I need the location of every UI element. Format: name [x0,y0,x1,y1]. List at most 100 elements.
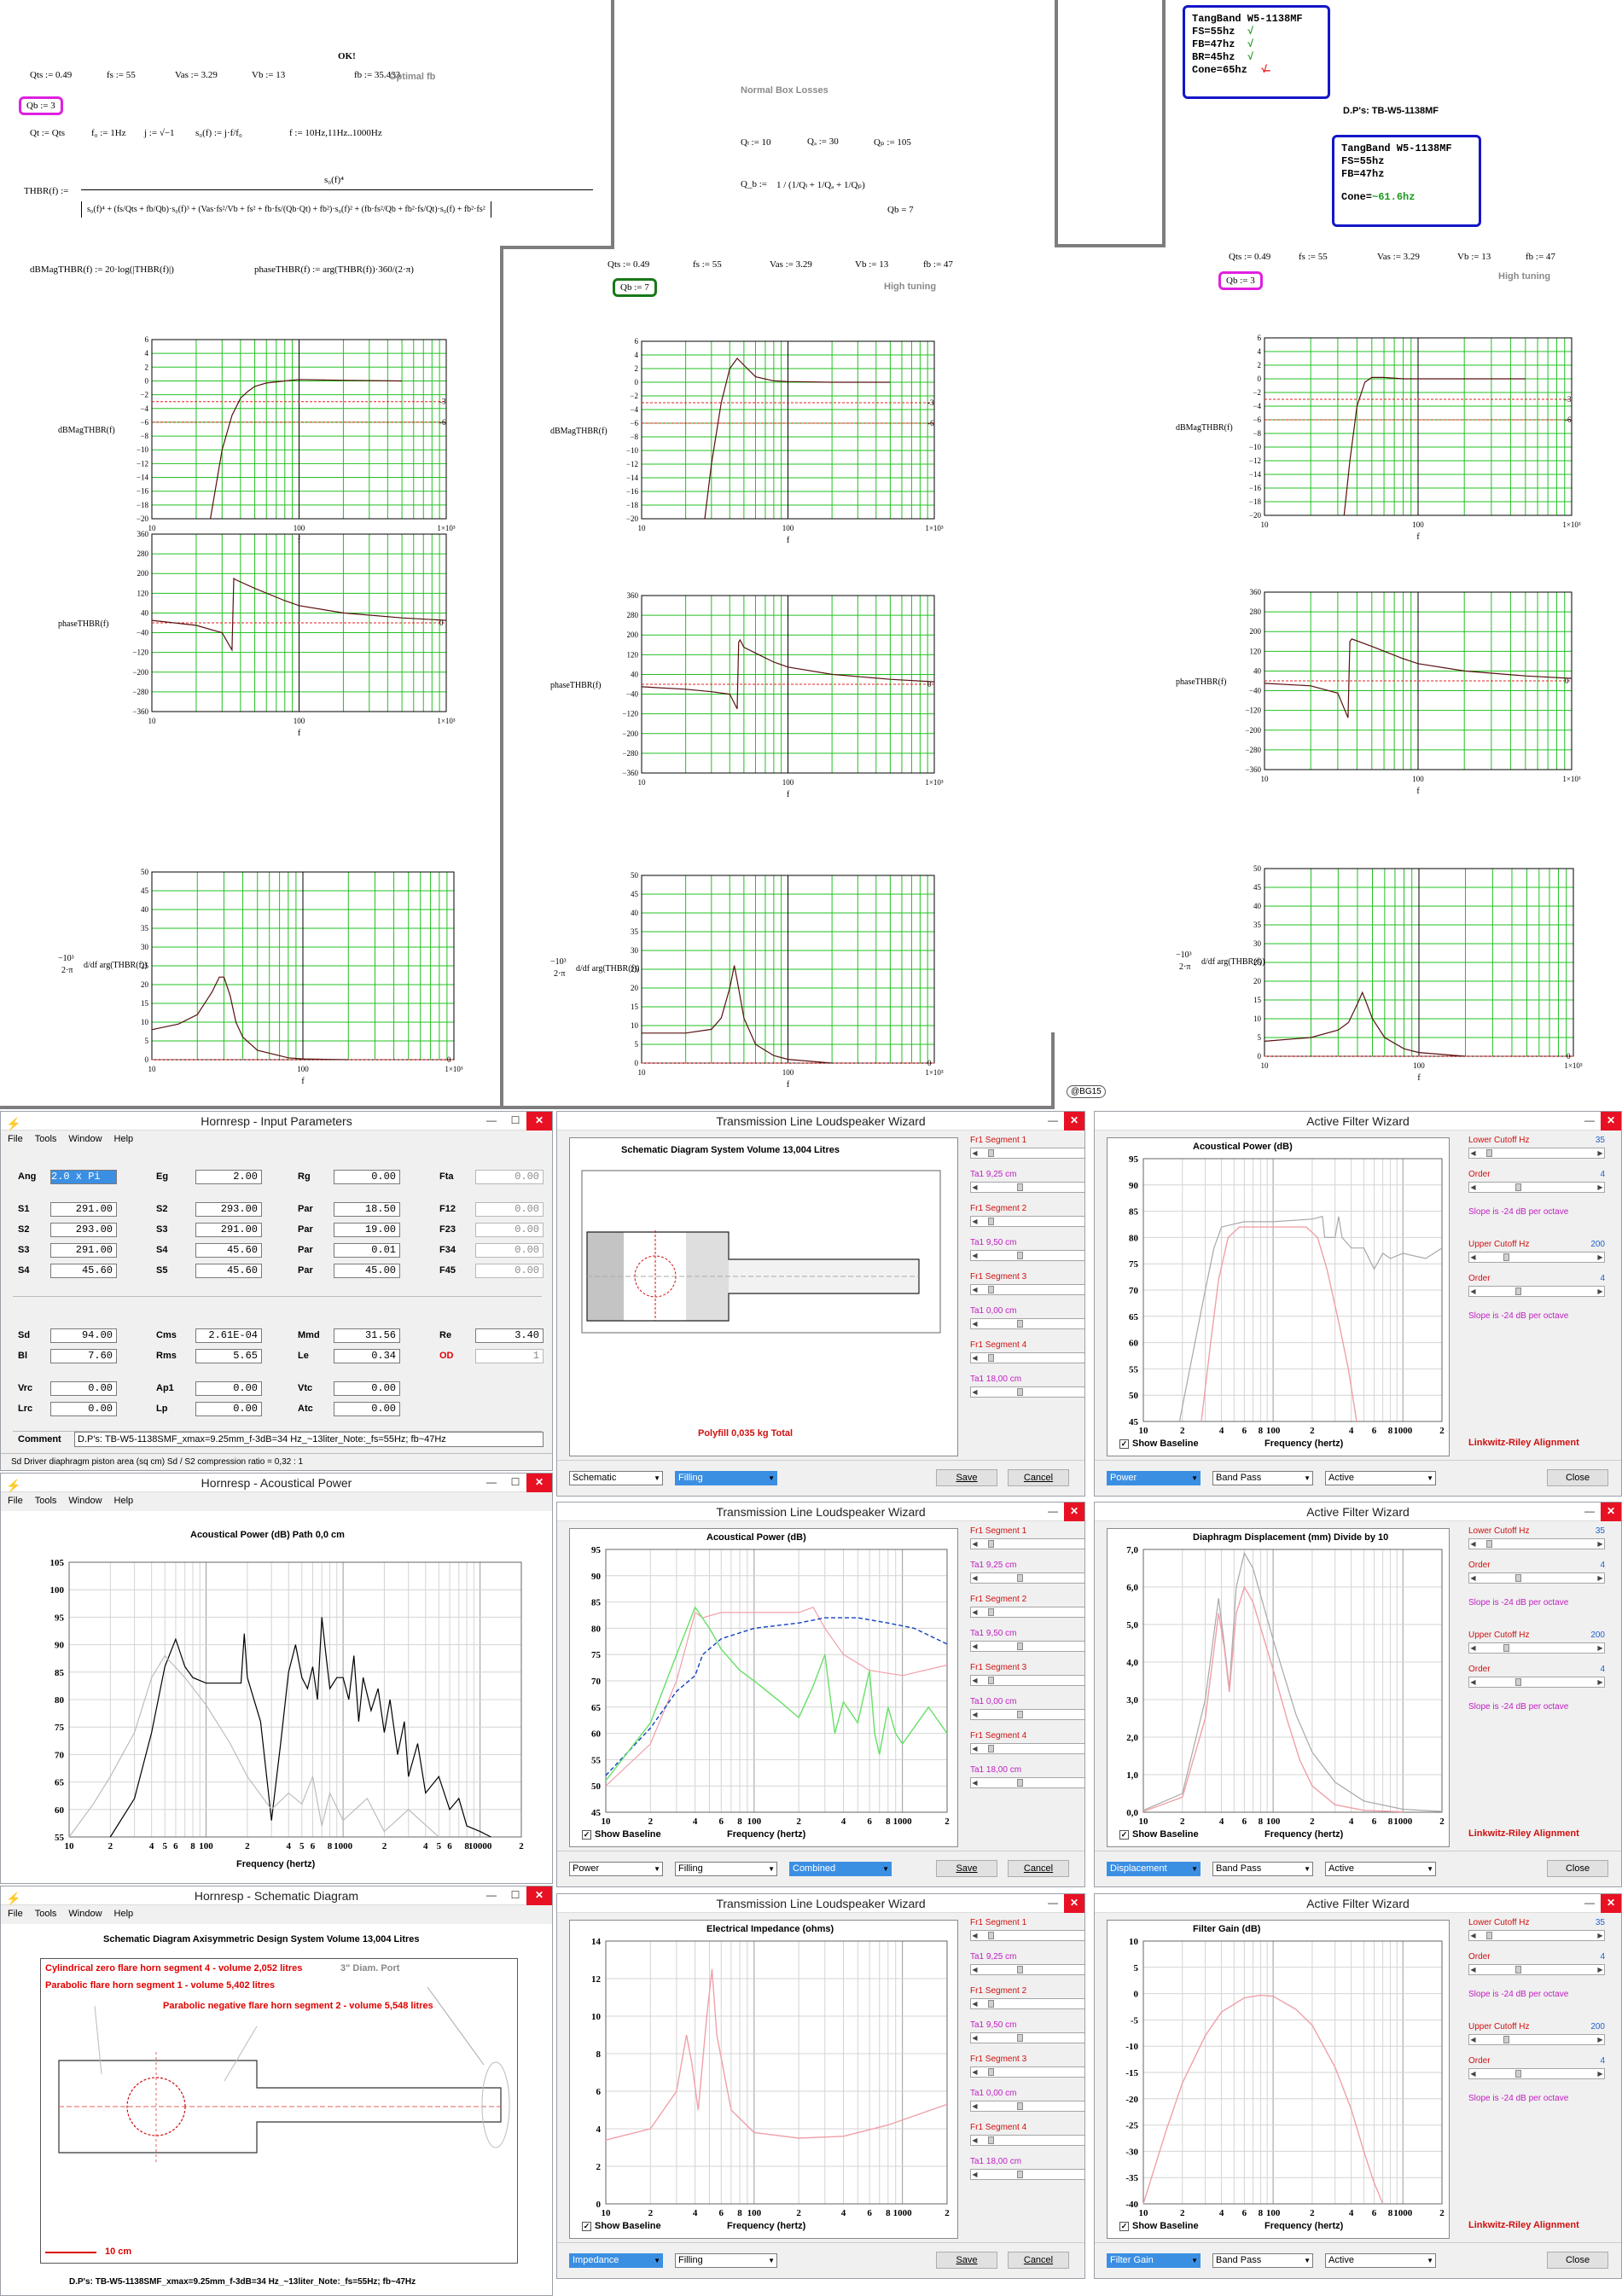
filter-slider[interactable]: ◀ ▶ [1468,1148,1605,1159]
close-button[interactable]: ✕ [1064,1894,1084,1913]
param-field[interactable]: 0.00 [334,1381,400,1396]
slider-thumb[interactable] [1515,1574,1521,1582]
param-field[interactable]: 0.00 [195,1402,262,1416]
segment-slider[interactable]: ◀▶ [970,1641,1084,1652]
menu-item[interactable]: File [8,1134,23,1144]
minimize-button[interactable]: — [1048,1505,1058,1517]
slider-right-arrow[interactable]: ▶ [1597,1574,1603,1582]
segment-slider[interactable]: ◀▶ [970,1216,1084,1227]
menu-item[interactable]: Window [68,1134,102,1144]
param-field[interactable]: 2.61E-04 [195,1328,262,1343]
show-baseline[interactable]: ✓ Show Baseline [582,2221,661,2231]
slider-right-arrow[interactable]: ▶ [1597,1966,1603,1973]
close-button[interactable]: ✕ [526,1886,552,1905]
dropdown[interactable]: Power ▼ [1107,1471,1201,1485]
close-button[interactable]: ✕ [1064,1112,1084,1131]
slider-left-arrow[interactable]: ◀ [972,1779,978,1787]
dropdown[interactable]: Filling ▼ [675,2253,777,2268]
param-field[interactable]: 18.50 [334,1202,400,1217]
slider-left-arrow[interactable]: ◀ [972,2034,978,2042]
dropdown[interactable]: Filling ▼ [675,1471,777,1485]
maximize-button[interactable]: ☐ [510,1114,520,1126]
slider-left-arrow[interactable]: ◀ [1470,1288,1476,1295]
slider-thumb[interactable] [1017,1574,1023,1582]
dropdown[interactable]: Band Pass ▼ [1212,1862,1313,1876]
slider-thumb[interactable] [988,1932,994,1939]
param-field[interactable]: 0.00 [475,1170,544,1184]
filter-slider[interactable]: ◀ ▶ [1468,1182,1605,1193]
param-field[interactable]: 45.60 [50,1264,117,1278]
param-field[interactable]: 0.00 [475,1243,544,1258]
baseline-checkbox[interactable]: ✓ [1119,1439,1129,1449]
cancel-button[interactable]: Cancel [1008,1469,1069,1486]
slider-right-arrow[interactable]: ▶ [1597,1678,1603,1686]
menu-item[interactable]: Window [68,1909,102,1919]
slider-thumb[interactable] [988,1745,994,1753]
param-field[interactable]: 0.00 [50,1381,117,1396]
close-button[interactable]: ✕ [526,1474,552,1492]
segment-slider[interactable]: ◀▶ [970,1607,1084,1618]
minimize-button[interactable]: — [486,1889,497,1901]
slider-thumb[interactable] [1017,1779,1023,1787]
segment-slider[interactable]: ◀▶ [970,1386,1084,1398]
minimize-button[interactable]: — [486,1114,497,1126]
slider-left-arrow[interactable]: ◀ [972,1388,978,1396]
slider-left-arrow[interactable]: ◀ [1470,1678,1476,1686]
slider-right-arrow[interactable]: ▶ [1597,2036,1603,2043]
maximize-button[interactable]: ☐ [510,1889,520,1901]
slider-left-arrow[interactable]: ◀ [972,1252,978,1259]
slider-left-arrow[interactable]: ◀ [972,1320,978,1328]
slider-thumb[interactable] [1017,1642,1023,1650]
param-field[interactable]: 0.00 [475,1264,544,1278]
segment-slider[interactable]: ◀▶ [970,2066,1084,2078]
slider-thumb[interactable] [988,1286,994,1293]
slider-left-arrow[interactable]: ◀ [972,1218,978,1225]
slider-thumb[interactable] [1017,2171,1023,2178]
dropdown[interactable]: Active ▼ [1325,1471,1436,1485]
slider-thumb[interactable] [988,1354,994,1362]
slider-thumb[interactable] [1515,1183,1521,1191]
param-field[interactable]: 3.40 [475,1328,544,1343]
param-field[interactable]: 0.00 [195,1381,262,1396]
slider-thumb[interactable] [988,2068,994,2076]
segment-slider[interactable]: ◀▶ [970,1318,1084,1329]
menu-item[interactable]: Tools [34,1909,57,1919]
param-field[interactable]: 291.00 [50,1202,117,1217]
slider-left-arrow[interactable]: ◀ [972,1354,978,1362]
slider-right-arrow[interactable]: ▶ [1597,1932,1603,1939]
show-baseline[interactable]: ✓ Show Baseline [1119,2221,1199,2231]
comment-field[interactable]: D.P's: TB-W5-1138SMF_xmax=9.25mm_f-3dB=3… [74,1432,544,1447]
slider-thumb[interactable] [1515,1966,1521,1973]
filter-slider[interactable]: ◀ ▶ [1468,1964,1605,1975]
menu-item[interactable]: File [8,1496,23,1506]
slider-right-arrow[interactable]: ▶ [1597,2070,1603,2078]
segment-slider[interactable]: ◀▶ [970,1538,1084,1549]
menu-item[interactable]: Tools [34,1496,57,1506]
param-field[interactable]: 291.00 [50,1243,117,1258]
close-dialog-button[interactable]: Close [1547,2252,1608,2269]
slider-thumb[interactable] [1503,1644,1509,1652]
slider-thumb[interactable] [1017,2102,1023,2110]
slider-left-arrow[interactable]: ◀ [1470,1574,1476,1582]
menu-item[interactable]: Help [113,1134,134,1144]
show-baseline[interactable]: ✓ Show Baseline [582,1829,661,1840]
param-field[interactable]: 0.00 [50,1402,117,1416]
slider-thumb[interactable] [1515,2070,1521,2078]
segment-slider[interactable]: ◀▶ [970,1250,1084,1261]
dropdown[interactable]: Active ▼ [1325,2253,1436,2268]
segment-slider[interactable]: ◀▶ [970,1352,1084,1363]
segment-slider[interactable]: ◀▶ [970,2101,1084,2112]
param-field[interactable]: 31.56 [334,1328,400,1343]
slider-thumb[interactable] [988,1218,994,1225]
slider-right-arrow[interactable]: ▶ [1597,1540,1603,1548]
dropdown[interactable]: Combined ▼ [789,1862,892,1876]
close-dialog-button[interactable]: Close [1547,1469,1608,1486]
baseline-checkbox[interactable]: ✓ [582,2221,591,2231]
slider-thumb[interactable] [1017,1711,1023,1718]
dropdown[interactable]: Filter Gain ▼ [1107,2253,1201,2268]
close-button[interactable]: ✕ [1064,1503,1084,1521]
slider-left-arrow[interactable]: ◀ [972,2000,978,2008]
slider-left-arrow[interactable]: ◀ [1470,1183,1476,1191]
slider-right-arrow[interactable]: ▶ [1597,1183,1603,1191]
dropdown[interactable]: Band Pass ▼ [1212,2253,1313,2268]
